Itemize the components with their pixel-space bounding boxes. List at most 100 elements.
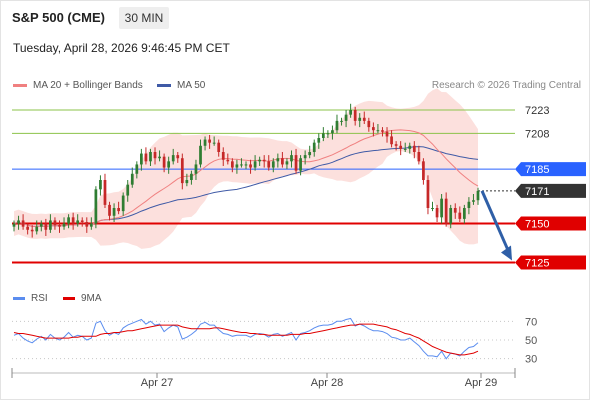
candle-body [167, 161, 171, 168]
candle-body [44, 223, 48, 230]
legend-ma50-label: MA 50 [177, 80, 206, 91]
candle-body [94, 189, 98, 224]
candles-group [12, 103, 480, 238]
candle-body [417, 152, 421, 162]
legend-ma9-label: 9MA [81, 293, 102, 304]
candle-body [449, 208, 453, 224]
candle-body [244, 164, 248, 166]
candle-body [367, 120, 371, 128]
candle-body [35, 226, 39, 232]
candle-body [144, 153, 148, 162]
candle-body [76, 220, 80, 224]
candle-body [426, 180, 430, 208]
candle-body [444, 198, 448, 224]
candle-body [422, 161, 425, 180]
candle-body [171, 155, 175, 162]
projection-arrow [480, 190, 511, 254]
rsi-swatch [13, 297, 25, 300]
candle-body [140, 153, 143, 165]
candle-body [385, 131, 389, 137]
candle-body [185, 180, 189, 184]
candle-body [349, 110, 352, 115]
legend-ma20-label: MA 20 + Bollinger Bands [33, 80, 143, 91]
candle-body [176, 155, 180, 159]
level-label-7208: 7208 [525, 128, 549, 140]
candle-body [212, 142, 216, 144]
rsi-tick-70: 70 [525, 316, 537, 328]
candle-body [472, 200, 475, 202]
candle-body [399, 145, 403, 149]
candle-body [285, 161, 289, 165]
candle-body [412, 145, 416, 152]
candle-body [331, 130, 334, 134]
candle-body [89, 223, 93, 227]
rsi-tick-30: 30 [525, 354, 537, 366]
ma20-swatch [13, 84, 27, 87]
candle-body [235, 164, 239, 168]
rsi-line [13, 317, 479, 360]
candle-body [372, 127, 375, 131]
level-tag-7150 [515, 216, 586, 231]
candle-body [453, 208, 457, 213]
candle-body [440, 198, 443, 218]
candle-body [340, 120, 343, 122]
candle-body [85, 222, 89, 227]
candle-body [435, 208, 439, 218]
candle-body [467, 201, 471, 208]
candle-body [62, 223, 66, 227]
candle-body [290, 155, 293, 162]
candle-body [249, 164, 252, 168]
candle-body [353, 110, 357, 121]
candle-body [262, 159, 266, 162]
candle-body [312, 142, 316, 152]
candle-body [49, 220, 52, 230]
candle-body [221, 152, 225, 160]
candle-body [99, 180, 102, 190]
candle-body [226, 159, 230, 162]
rsi-tick-50: 50 [525, 335, 537, 347]
credit-text: Research © 2026 Trading Central [431, 80, 581, 91]
candle-body [317, 138, 321, 143]
level-tag-7171 [515, 183, 586, 198]
candle-body [458, 212, 462, 219]
projection-arrow-head [501, 245, 512, 261]
legend-ma9: 9MA [63, 293, 102, 304]
candle-body [403, 148, 407, 150]
x-tick-label: Apr 28 [311, 377, 343, 389]
candle-body [149, 152, 152, 162]
candle-body [303, 155, 307, 159]
candle-body [121, 195, 125, 212]
candle-body [335, 120, 339, 131]
candle-body [108, 204, 111, 216]
candle-body [362, 117, 366, 121]
candle-body [326, 133, 330, 135]
candle-body [190, 173, 193, 180]
candle-body [321, 133, 325, 138]
candle-body [299, 158, 302, 171]
candle-body [381, 130, 384, 132]
level-label-7185: 7185 [525, 164, 549, 176]
candle-body [258, 159, 262, 162]
level-tag-7125 [515, 255, 586, 270]
candle-body [71, 217, 75, 224]
candle-body [26, 226, 30, 230]
candle-body [308, 152, 312, 156]
x-tick-label: Apr 27 [141, 377, 173, 389]
candle-body [394, 144, 398, 146]
candle-body [271, 161, 275, 168]
candle-body [294, 155, 298, 171]
candle-body [17, 220, 20, 224]
rsi-ma9-line [13, 323, 479, 356]
candle-body [80, 220, 84, 222]
level-label-7171: 7171 [525, 186, 549, 198]
candle-body [12, 223, 16, 227]
candle-body [153, 152, 157, 159]
candle-body [376, 130, 380, 132]
candle-body [194, 164, 198, 174]
timeframe-button[interactable]: 30 MIN [119, 7, 169, 29]
candle-body [135, 164, 139, 174]
legend-rsi: RSI [13, 293, 48, 304]
candle-body [130, 173, 134, 185]
level-label-7223: 7223 [525, 105, 549, 117]
